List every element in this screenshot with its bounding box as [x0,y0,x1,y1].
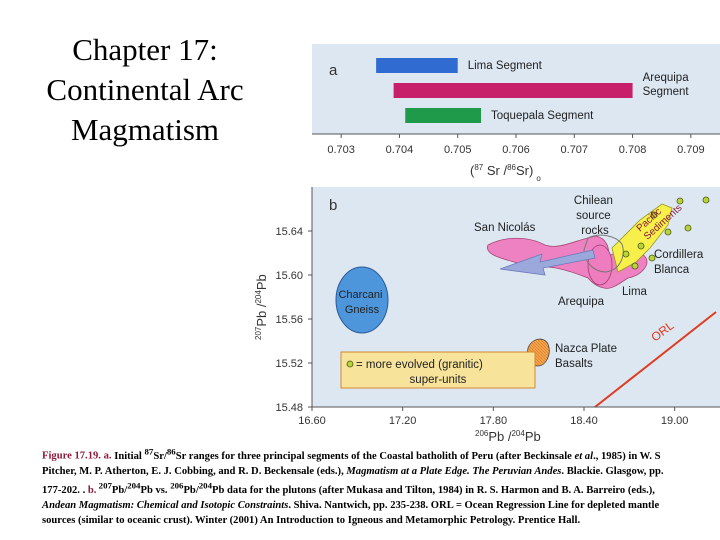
panel-b-label: b [329,197,337,214]
panel-b-y-tick-label: 15.64 [275,226,303,238]
panel-a-tick-label: 0.704 [386,144,414,156]
range-bar-label: Arequipa Segment [643,72,690,98]
panel-b-x-tick-label: 19.00 [661,415,689,427]
evolved-dot [631,262,639,270]
lima-label: Lima [622,286,648,298]
panel-a-tick-label: 0.707 [561,144,589,156]
nazca-basalts-label: Nazca Plate Basalts [555,343,620,370]
panel-b-x-tick-label: 17.20 [389,415,417,427]
panel-b-y-tick-label: 15.56 [275,314,303,326]
title-line-3: Magmatism [70,112,220,147]
panel-b-y-tick-label: 15.52 [275,358,303,370]
legend-dot [346,360,354,368]
panel-a-tick-label: 0.703 [327,144,355,156]
panel-b-y-tick-label: 15.48 [275,402,303,414]
panel-b-x-axis-label: 206Pb /204Pb [475,429,541,444]
range-bar-toquepala-segment [405,108,482,123]
evolved-dot [648,254,656,262]
panel-a-tick-label: 0.709 [677,144,705,156]
san-nicolas-label: San Nicolás [474,222,536,234]
cordillera-blanca-label: Cordillera Blanca [654,249,706,276]
title-line-2: Continental Arc [46,72,244,107]
panel-a-bars [376,58,633,123]
panel-a-x-axis-label: (87 Sr /86Sr)o [470,163,541,183]
evolved-legend: = more evolved (granitic) super-units [340,351,536,389]
panel-b-y-ticks: 15.48 15.52 15.56 15.60 15.64 [275,226,312,414]
panel-a-tick-label: 0.705 [444,144,472,156]
caption-part-a: Initial 87Sr/86Sr ranges for three princ… [42,446,664,527]
panel-b: b Chilean source [254,187,720,444]
chilean-source-field [583,234,624,273]
slide-title: Chapter 17: Continental Arc Magmatism [10,30,280,150]
evolved-dot [676,197,684,205]
panel-a-x-ticks: 0.703 0.704 0.705 0.706 0.707 0.708 0.709 [327,134,705,156]
evolved-dot [650,211,658,219]
evolved-dots [622,196,710,270]
panel-b-x-tick-label: 17.80 [480,415,508,427]
legend-text-line-1: = more evolved (granitic) [356,359,483,371]
evolution-arrow [499,249,596,276]
orl-line [594,311,717,408]
panel-a-bar-labels: Lima Segment Arequipa Segment Toquepala Seg… [468,60,690,122]
arequipa-label: Arequipa [558,296,605,308]
range-bar-label: Lima Segment [468,60,543,72]
panel-a: a Lima Segment Arequipa Segment Toquepala S… [312,44,720,183]
evolved-dot [637,242,645,250]
evolved-dot [684,224,692,232]
panel-b-x-tick-label: 18.40 [570,415,598,427]
panel-b-y-axis-label: 207Pb /204Pb [254,274,269,340]
panel-a-tick-label: 0.708 [619,144,647,156]
evolved-dot [664,228,672,236]
legend-text-line-2: super-units [410,374,467,386]
charcani-gneiss-label: Charcani Gneiss [338,289,385,316]
evolved-dot [702,196,710,204]
range-bar-arequipa-segment [393,83,633,98]
evolved-dot [622,250,630,258]
panel-a-tick-label: 0.706 [502,144,530,156]
range-bar-lima-segment [376,58,458,73]
title-line-1: Chapter 17: [72,32,218,67]
charcani-gneiss-field [335,266,389,334]
panel-b-x-tick-label: 16.60 [298,415,326,427]
figure-caption: Figure 17.19. a. Initial 87Sr/86Sr range… [42,444,682,528]
panel-a-label: a [329,62,338,79]
range-bar-label: Toquepala Segment [491,110,594,122]
chilean-source-label: Chilean source rocks [574,195,616,237]
legend-box [340,351,536,389]
panel-b-y-tick-label: 15.60 [275,270,303,282]
caption-figure-label: Figure 17.19. a. [42,450,112,462]
panel-b-x-ticks: 16.60 17.20 17.80 18.40 19.00 [298,407,688,427]
